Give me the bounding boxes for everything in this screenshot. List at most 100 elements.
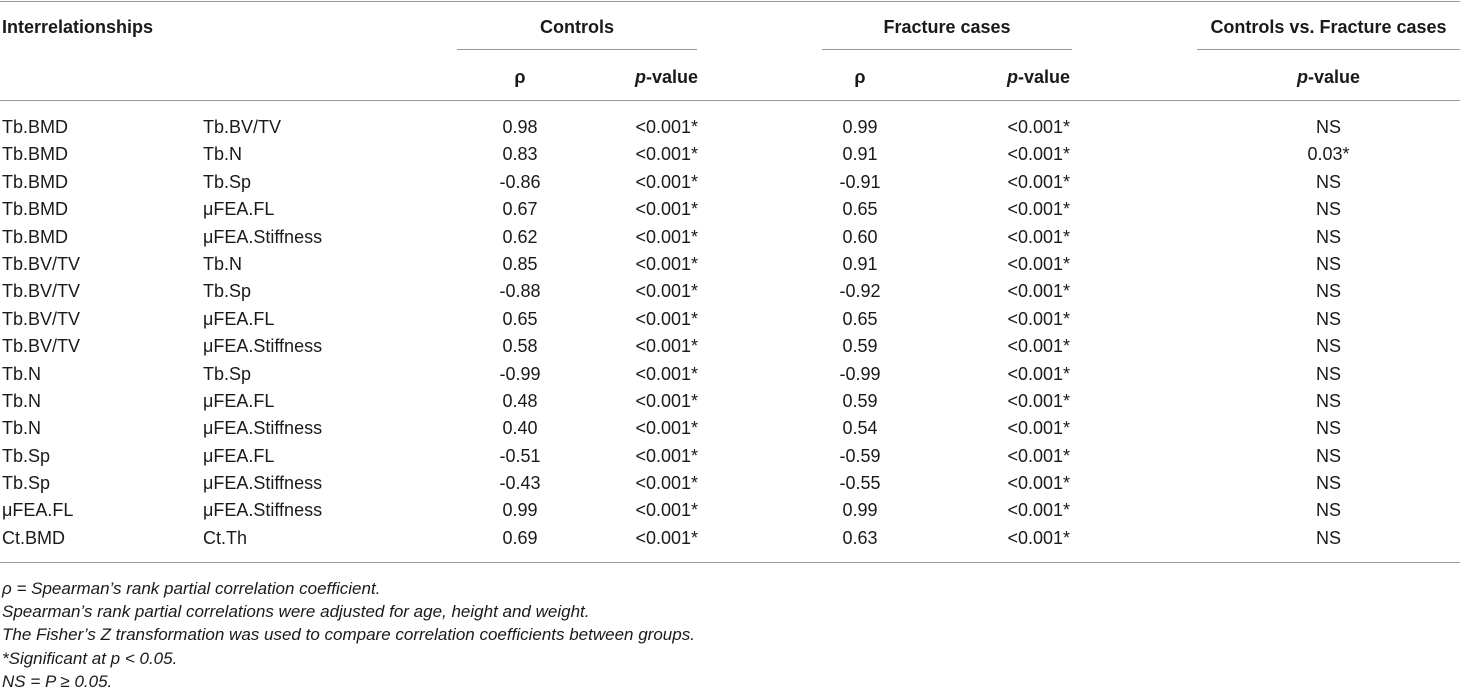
variable-b: μFEA.FL [203, 390, 275, 411]
table-bottom-rule [0, 562, 1460, 563]
table-row: Tb.BMD Tb.N 0.83 <0.001* 0.91 <0.001* 0.03* [0, 141, 1460, 168]
variable-b: μFEA.Stiffness [203, 226, 323, 247]
variable-b: Tb.Sp [203, 281, 252, 302]
pvalue-fracture: <0.001* [1007, 199, 1070, 220]
value-suffix: -value [1017, 67, 1070, 87]
rho-fracture: 0.60 [842, 226, 878, 247]
pvalue-fracture: <0.001* [1007, 500, 1070, 521]
footnote-adjustment: Spearman’s rank partial correlations wer… [2, 602, 590, 622]
pvalue-controls: <0.001* [635, 171, 698, 192]
variable-b: μFEA.Stiffness [203, 473, 323, 494]
rho-controls: 0.65 [502, 308, 538, 329]
variable-a: Tb.Sp [2, 473, 51, 494]
pvalue-fracture: <0.001* [1007, 527, 1070, 548]
header-comparison: Controls vs. Fracture cases [1210, 17, 1447, 37]
table-row: Tb.BV/TV Tb.Sp -0.88 <0.001* -0.92 <0.001* NS [0, 278, 1460, 305]
variable-b: Tb.Sp [203, 363, 252, 384]
rho-controls: -0.43 [499, 473, 541, 494]
rho-fracture: 0.99 [842, 500, 878, 521]
pvalue-fracture: <0.001* [1007, 390, 1070, 411]
table-top-rule [0, 1, 1460, 2]
pvalue-comparison: NS [1315, 473, 1341, 494]
pvalue-comparison: NS [1315, 363, 1341, 384]
variable-b: Tb.N [203, 253, 243, 274]
header-pvalue-fracture: p-value [1007, 66, 1070, 88]
rho-controls: 0.99 [502, 500, 538, 521]
table-row: Tb.Sp μFEA.Stiffness -0.43 <0.001* -0.55 <0.0… [0, 470, 1460, 497]
variable-b: μFEA.FL [203, 308, 275, 329]
rho-fracture: 0.54 [842, 418, 878, 439]
rho-controls: 0.69 [502, 527, 538, 548]
rho-fracture: -0.99 [839, 363, 881, 384]
variable-a: Tb.BV/TV [2, 253, 81, 274]
rho-controls: -0.86 [499, 171, 541, 192]
pvalue-comparison: NS [1315, 527, 1341, 548]
pvalue-comparison: NS [1315, 445, 1341, 466]
variable-a: Tb.N [2, 390, 42, 411]
pvalue-fracture: <0.001* [1007, 445, 1070, 466]
header-pvalue-controls: p-value [635, 66, 698, 88]
rho-fracture: 0.91 [842, 144, 878, 165]
rho-fracture: -0.92 [839, 281, 881, 302]
header-fracture-cases: Fracture cases [883, 17, 1011, 37]
variable-b: μFEA.FL [203, 445, 275, 466]
header-rho-controls: ρ [514, 67, 526, 87]
rho-controls: -0.99 [499, 363, 541, 384]
rho-controls: 0.85 [502, 253, 538, 274]
pvalue-fracture: <0.001* [1007, 336, 1070, 357]
table-body: Tb.BMD Tb.BV/TV 0.98 <0.001* 0.99 <0.001* NS T… [0, 114, 1460, 552]
rho-fracture: -0.91 [839, 171, 881, 192]
header-interrelationships: Interrelationships [2, 17, 154, 37]
pvalue-controls: <0.001* [635, 308, 698, 329]
rho-fracture: -0.55 [839, 473, 881, 494]
pvalue-comparison: 0.03* [1307, 144, 1350, 165]
table-row: Tb.N μFEA.Stiffness 0.40 <0.001* 0.54 <0.001*… [0, 415, 1460, 442]
table-row: Tb.BV/TV Tb.N 0.85 <0.001* 0.91 <0.001* NS [0, 251, 1460, 278]
table-row: Tb.N Tb.Sp -0.99 <0.001* -0.99 <0.001* NS [0, 361, 1460, 388]
pvalue-comparison: NS [1315, 418, 1341, 439]
table-row: Tb.BMD Tb.BV/TV 0.98 <0.001* 0.99 <0.001* NS [0, 114, 1460, 141]
variable-a: Tb.BV/TV [2, 308, 81, 329]
pvalue-controls: <0.001* [635, 527, 698, 548]
table-row: Ct.BMD Ct.Th 0.69 <0.001* 0.63 <0.001* NS [0, 525, 1460, 552]
pvalue-comparison: NS [1315, 308, 1341, 329]
pvalue-fracture: <0.001* [1007, 144, 1070, 165]
header-bottom-rule [0, 100, 1460, 101]
rho-controls: 0.67 [502, 199, 538, 220]
pvalue-controls: <0.001* [635, 390, 698, 411]
rho-fracture: 0.99 [842, 117, 878, 137]
variable-a: Tb.BMD [2, 171, 69, 192]
pvalue-fracture: <0.001* [1007, 308, 1070, 329]
pvalue-comparison: NS [1315, 253, 1341, 274]
pvalue-fracture: <0.001* [1007, 281, 1070, 302]
pvalue-controls: <0.001* [635, 500, 698, 521]
variable-a: Tb.BV/TV [2, 336, 81, 357]
footnote-fisher-z: The Fisher’s Z transformation was used t… [2, 625, 695, 645]
table-row: μFEA.FL μFEA.Stiffness 0.99 <0.001* 0.99 <0.0… [0, 497, 1460, 524]
rho-controls: -0.51 [499, 445, 541, 466]
p-letter: p [634, 67, 646, 87]
pvalue-comparison: NS [1315, 226, 1341, 247]
pvalue-comparison: NS [1315, 199, 1341, 220]
rho-fracture: 0.65 [842, 199, 878, 220]
rho-fracture: 0.59 [842, 336, 878, 357]
pvalue-fracture: <0.001* [1007, 363, 1070, 384]
header-pvalue-comparison: p-value [1197, 66, 1460, 88]
rho-controls: 0.48 [502, 390, 538, 411]
table-row: Tb.Sp μFEA.FL -0.51 <0.001* -0.59 <0.001* NS [0, 443, 1460, 470]
footnote-ns-definition: NS = P ≥ 0.05. [2, 671, 113, 691]
pvalue-comparison: NS [1315, 171, 1341, 192]
p-letter: p [1006, 67, 1018, 87]
variable-a: Tb.N [2, 363, 42, 384]
pvalue-fracture: <0.001* [1007, 418, 1070, 439]
rho-controls: 0.98 [502, 117, 538, 137]
table-footnotes: ρ = Spearman’s rank partial correlation … [2, 577, 695, 693]
comparison-group-rule [1197, 49, 1460, 50]
pvalue-controls: <0.001* [635, 445, 698, 466]
pvalue-comparison: NS [1315, 117, 1341, 137]
pvalue-controls: <0.001* [635, 144, 698, 165]
variable-b: Ct.Th [203, 527, 248, 548]
table-row: Tb.BMD μFEA.FL 0.67 <0.001* 0.65 <0.001* NS [0, 196, 1460, 223]
pvalue-fracture: <0.001* [1007, 226, 1070, 247]
